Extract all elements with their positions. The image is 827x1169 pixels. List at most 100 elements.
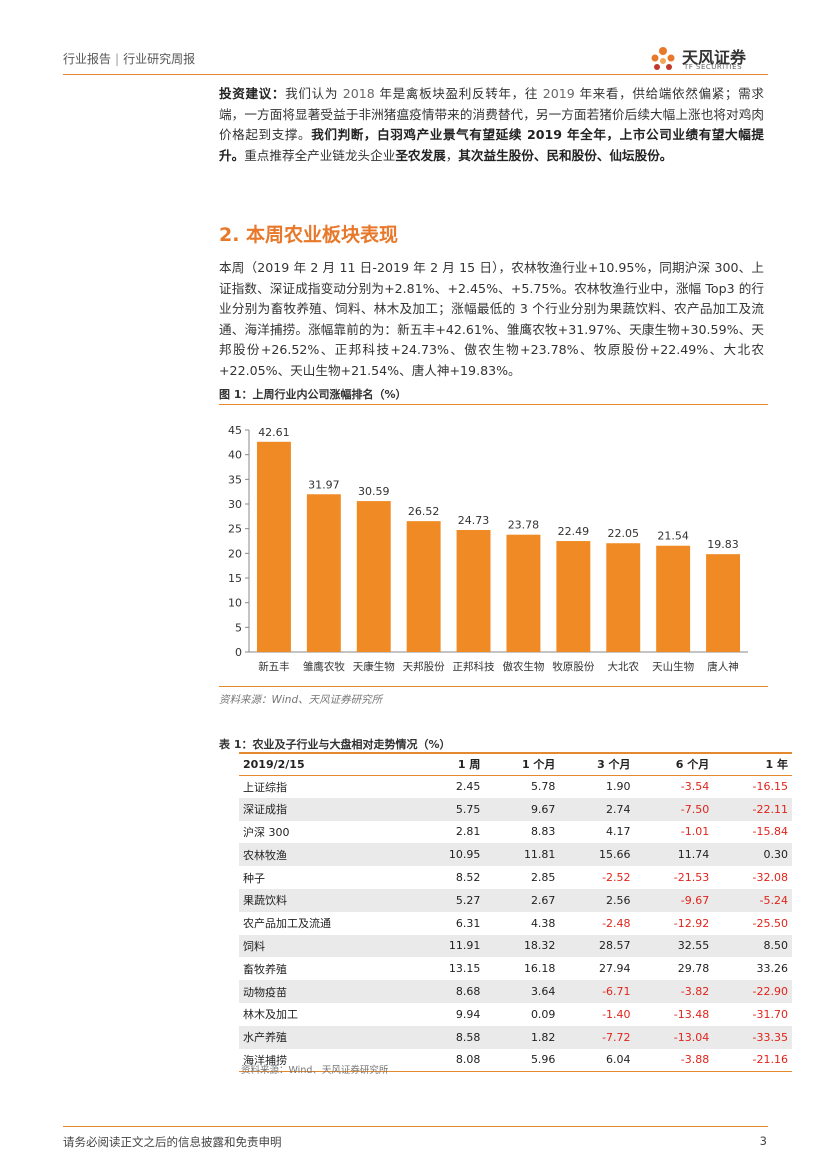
x-category-label: 正邦科技 [453, 660, 495, 673]
table-cell-value: 18.32 [484, 934, 560, 958]
x-category-label: 天邦股份 [403, 660, 445, 673]
footer-disclaimer: 请务必阅读正文之后的信息披露和免责申明 [63, 1135, 282, 1149]
table-cell-value: -32.08 [752, 871, 788, 885]
table-row: 畜牧养殖 13.15 16.18 27.94 29.78 33.26 [239, 957, 792, 980]
table-cell-value: -21.16 [713, 1048, 792, 1072]
bar-value-label: 23.78 [508, 519, 540, 532]
figure-source: 资料来源：Wind、天风证券研究所 [219, 694, 383, 706]
table-cell-value: -7.50 [634, 797, 714, 821]
bar-10 [706, 554, 741, 652]
investment-year-2019: 2019 [542, 86, 575, 101]
bar-value-label: 22.05 [608, 527, 640, 540]
company-logo: 天风证券 TF SECURITIES [648, 44, 768, 74]
table-row: 海洋捕捞 8.08 5.96 6.04 -3.88 -21.16 [239, 1048, 792, 1072]
table-cell-name: 林木及加工 [243, 1008, 298, 1022]
table-cell-value: -22.11 [713, 797, 792, 821]
table-cell-value: -15.84 [752, 825, 788, 839]
x-category-label: 傲农生物 [502, 660, 544, 673]
table-cell-value: 3.64 [484, 980, 560, 1003]
table-cell-value: 16.18 [523, 962, 556, 976]
header-1-week: 1 周 [412, 752, 485, 776]
table-cell-value: 1.82 [484, 1025, 560, 1049]
table-cell-value: 8.50 [713, 934, 792, 958]
bar-6 [506, 534, 541, 652]
bar-7 [556, 541, 591, 652]
header-1-month: 1 个月 [484, 752, 560, 776]
x-category-label: 雏鹰农牧 [303, 660, 345, 673]
breadcrumb-separator: | [115, 52, 120, 66]
investment-text-3: 年来看，供给端依然偏紧；需求端，一方面将显著受益于非洲猪瘟疫情带来的消费替代，另… [219, 86, 764, 142]
table-cell-value: 2.67 [484, 888, 560, 912]
table-cell-value: 2.81 [455, 825, 481, 839]
table-cell-value: -12.92 [673, 916, 710, 930]
breadcrumb-report-type: 行业报告 [63, 52, 112, 66]
table-row: 农产品加工及流通 6.31 4.38 -2.48 -12.92 -25.50 [239, 912, 792, 935]
section-title: 2. 本周农业板块表现 [219, 224, 399, 246]
y-tick-label: 30 [228, 498, 242, 511]
table-cell-name: 畜牧养殖 [243, 962, 287, 976]
tf-logo-icon [651, 47, 675, 70]
bar-value-label: 19.83 [707, 538, 739, 551]
weekly-performance-paragraph: 本周（2019 年 2 月 11 日-2019 年 2 月 15 日），农林牧渔… [219, 260, 764, 378]
bar-value-label: 31.97 [308, 478, 340, 491]
table-cell-value: 9.67 [484, 797, 560, 821]
table-cell-value: 5.75 [412, 797, 485, 821]
table-cell-value: -5.24 [713, 888, 792, 912]
table-cell-value: -21.53 [673, 871, 710, 885]
x-category-label: 牧原股份 [552, 660, 594, 673]
table-cell-value: 5.78 [530, 780, 556, 794]
bar-1 [256, 441, 291, 652]
page-number: 3 [759, 1134, 767, 1148]
table-cell-value: 32.55 [634, 934, 714, 958]
bar-value-label: 21.54 [657, 530, 689, 543]
investment-judgement: 我们判断，白羽鸡产业景气有望延续 2019 年全年，上市公司业绩有望大幅提升。 [219, 127, 764, 163]
table-cell-value: 28.57 [559, 934, 635, 958]
x-category-label: 唐人神 [707, 660, 739, 673]
table-cell-name: 饲料 [239, 934, 413, 958]
table-cell-value: 1.90 [606, 780, 631, 794]
table-cell-value: 33.26 [756, 962, 789, 976]
table-row: 饲料 11.91 18.32 28.57 32.55 8.50 [239, 934, 792, 958]
bar-5 [456, 529, 491, 652]
table-source: 资料来源：Wind、天风证券研究所 [241, 1065, 389, 1076]
table-cell-value: -16.15 [752, 780, 788, 794]
x-category-label: 天山生物 [652, 660, 694, 673]
y-tick-label: 10 [228, 597, 242, 610]
investment-suggestion-paragraph: 投资建议：我们认为 2018 年是禽板块盈利反转年，往 2019 年来看，供给端… [219, 84, 764, 166]
gain-ranking-bar-chart: 0 5 10 15 20 25 30 35 40 45 42.61 新五丰 31.97 雏鹰农牧 30.59… [228, 424, 748, 673]
y-tick-label: 35 [228, 473, 242, 486]
table-row: 林木及加工 9.94 0.09 -1.40 -13.48 -31.70 [239, 1003, 792, 1026]
table-cell-value: 4.38 [530, 916, 556, 930]
table-cell-value: 2.45 [455, 780, 481, 794]
table-cell-name: 深证成指 [239, 797, 413, 821]
table-cell-value: 15.66 [559, 843, 635, 867]
table-cell-value: 9.94 [455, 1007, 481, 1021]
relative-performance-table: 2019/2/15 1 周 1 个月 3 个月 6 个月 1 年 上证综指 2.4… [239, 752, 792, 1072]
y-tick-label: 45 [228, 424, 242, 437]
table-cell-name: 水产养殖 [239, 1025, 413, 1049]
investment-text-4: 重点推荐全产业链龙头企业 [244, 147, 396, 163]
table-cell-value: -25.50 [752, 916, 788, 930]
header-3-months: 3 个月 [559, 752, 635, 776]
bar-8 [606, 543, 641, 652]
y-tick-label: 15 [228, 572, 242, 585]
table-cell-value: 29.78 [677, 962, 710, 976]
figure-top-rule [219, 404, 768, 405]
table-cell-name: 农林牧渔 [239, 843, 413, 867]
table-cell-value: -6.71 [559, 980, 635, 1003]
table-cell-value: -22.90 [713, 980, 792, 1003]
table-cell-value: -33.35 [713, 1025, 792, 1049]
y-tick-label: 0 [235, 646, 242, 659]
table-cell-value: 13.15 [448, 962, 481, 976]
header-6-months: 6 个月 [634, 752, 714, 776]
table-cell-value: 0.30 [713, 843, 792, 867]
table-cell-value: 6.04 [559, 1048, 635, 1072]
table-cell-value: -9.67 [634, 888, 714, 912]
bar-2 [306, 494, 341, 652]
table-cell-value: -1.40 [602, 1007, 631, 1021]
investment-year-2018: 2018 [342, 86, 375, 101]
page-header: 行业报告 | 行业研究周报 天风证券 TF SECURITIES [63, 44, 768, 74]
header-date: 2019/2/15 [239, 752, 413, 776]
y-tick-label: 20 [228, 547, 242, 560]
table-cell-value: -7.72 [559, 1025, 635, 1049]
